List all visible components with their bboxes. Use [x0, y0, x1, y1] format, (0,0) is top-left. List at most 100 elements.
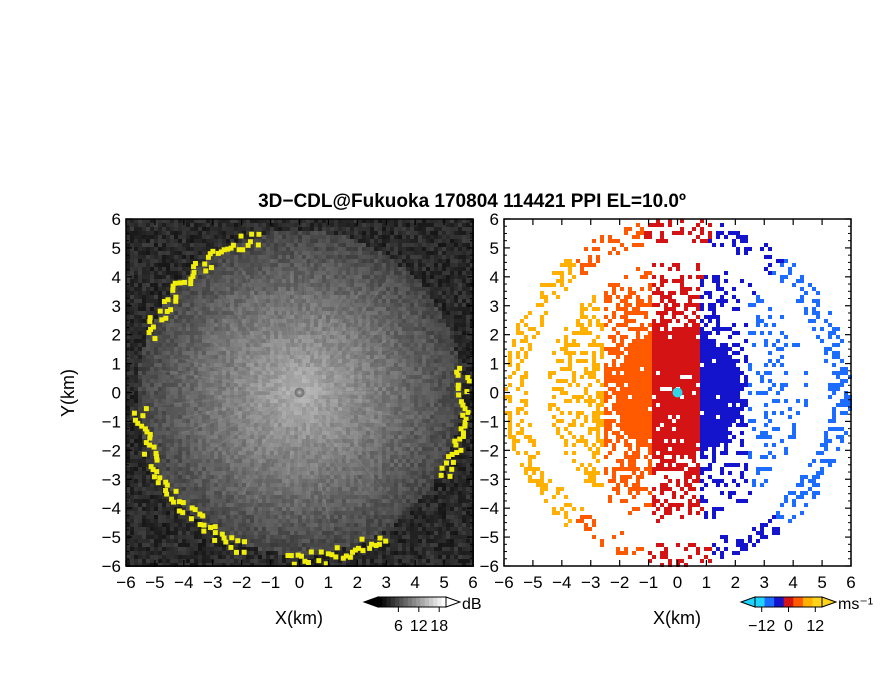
snr-cell	[418, 263, 422, 267]
snr-cell	[466, 383, 470, 387]
snr-cell	[186, 239, 190, 243]
snr-cell	[290, 219, 294, 223]
snr-cell	[422, 223, 426, 227]
snr-cell	[294, 355, 298, 359]
snr-cell	[438, 223, 442, 227]
snr-cell	[454, 239, 458, 243]
snr-cell	[386, 223, 390, 227]
snr-cell	[318, 415, 322, 419]
snr-cell	[130, 223, 134, 227]
snr-cell	[182, 239, 186, 243]
snr-cell	[330, 443, 334, 447]
snr-cell	[342, 239, 346, 243]
snr-cell	[458, 423, 462, 427]
snr-cell	[350, 403, 354, 407]
snr-cell	[418, 371, 422, 375]
snr-cell	[394, 379, 398, 383]
snr-cell	[330, 279, 334, 283]
snr-cell	[390, 319, 394, 323]
snr-cell	[450, 251, 454, 255]
snr-cell	[426, 227, 430, 231]
snr-cell	[394, 287, 398, 291]
snr-cell	[338, 327, 342, 331]
snr-cell	[442, 311, 446, 315]
snr-cell	[418, 303, 422, 307]
snr-cell	[190, 363, 194, 367]
snr-cell	[166, 411, 170, 415]
snr-cell	[326, 351, 330, 355]
snr-cell	[426, 419, 430, 423]
snr-cell	[450, 351, 454, 355]
snr-cell	[370, 387, 374, 391]
snr-cell	[370, 259, 374, 263]
snr-cell	[378, 415, 382, 419]
snr-cell	[470, 223, 474, 227]
snr-cell	[390, 379, 394, 383]
snr-cell	[434, 415, 438, 419]
snr-cell	[246, 335, 250, 339]
snr-cell	[266, 287, 270, 291]
snr-cell	[182, 351, 186, 355]
snr-cell	[442, 375, 446, 379]
snr-cell	[346, 355, 350, 359]
snr-cell	[422, 291, 426, 295]
snr-cell	[322, 299, 326, 303]
snr-cell	[318, 311, 322, 315]
snr-cell	[426, 427, 430, 431]
snr-cell	[450, 379, 454, 383]
snr-cell	[322, 367, 326, 371]
snr-cell	[362, 427, 366, 431]
snr-cell	[402, 271, 406, 275]
snr-cell	[406, 351, 410, 355]
snr-cell	[174, 263, 178, 267]
snr-cell	[362, 279, 366, 283]
snr-cell	[274, 303, 278, 307]
snr-cell	[214, 363, 218, 367]
snr-cell	[202, 231, 206, 235]
snr-cell	[298, 295, 302, 299]
snr-cell	[174, 423, 178, 427]
snr-cell	[430, 339, 434, 343]
snr-cell	[390, 307, 394, 311]
snr-cell	[222, 339, 226, 343]
snr-cell	[198, 247, 202, 251]
snr-cell	[322, 243, 326, 247]
snr-cell	[310, 299, 314, 303]
snr-cell	[394, 259, 398, 263]
snr-cell	[378, 335, 382, 339]
snr-cell	[322, 375, 326, 379]
snr-cell	[170, 443, 174, 447]
snr-cell	[290, 375, 294, 379]
snr-cell	[314, 407, 318, 411]
snr-cell	[210, 355, 214, 359]
snr-cell	[126, 319, 130, 323]
snr-cell	[366, 423, 370, 427]
snr-cell	[186, 407, 190, 411]
snr-cell	[302, 439, 306, 443]
snr-cell	[230, 399, 234, 403]
snr-cell	[310, 427, 314, 431]
snr-cell	[198, 415, 202, 419]
snr-cell	[454, 391, 458, 395]
snr-cell	[226, 227, 230, 231]
snr-cell	[138, 251, 142, 255]
snr-cell	[198, 319, 202, 323]
snr-cell	[446, 363, 450, 367]
snr-cell	[318, 323, 322, 327]
snr-cell	[146, 247, 150, 251]
snr-cell	[426, 351, 430, 355]
snr-cell	[218, 219, 222, 223]
snr-cell	[434, 315, 438, 319]
snr-cell	[218, 407, 222, 411]
snr-cell	[470, 339, 474, 343]
snr-cell	[222, 383, 226, 387]
snr-cell	[298, 423, 302, 427]
snr-cell	[310, 367, 314, 371]
snr-cell	[214, 423, 218, 427]
snr-cell	[174, 255, 178, 259]
snr-cell	[246, 403, 250, 407]
snr-cell	[298, 331, 302, 335]
snr-cell	[406, 399, 410, 403]
snr-cell	[262, 383, 266, 387]
snr-cell	[434, 423, 438, 427]
